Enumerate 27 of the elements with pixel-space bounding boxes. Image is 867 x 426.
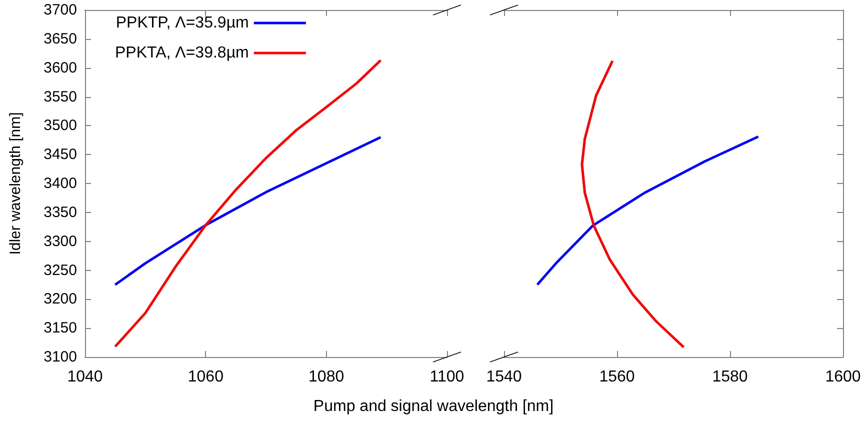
line-series: [114, 59, 382, 348]
x-axis-title: Pump and signal wavelength [nm]: [312, 398, 555, 416]
line-series: [114, 136, 382, 286]
y-tick-label: 3150: [44, 320, 77, 337]
y-tick-label: 3200: [44, 290, 77, 308]
y-tick-label: 3100: [44, 348, 77, 366]
legend-label: PPKTP, Λ=35.9µm: [116, 14, 249, 32]
y-tick-label: 3700: [44, 2, 77, 18]
x-tick-label: 1040: [67, 368, 103, 386]
y-tick-label: 3300: [44, 232, 77, 250]
x-tick-label: 1540: [486, 368, 522, 386]
y-axis-title: Idler wavelength [nm]: [7, 112, 24, 255]
y-tick-label: 3450: [44, 146, 77, 164]
y-tick-label: 3350: [44, 204, 77, 221]
x-tick-label: 1080: [308, 368, 344, 386]
y-tick-label: 3650: [44, 30, 77, 48]
x-tick-label: 1600: [825, 368, 861, 386]
x-tick-label: 1560: [599, 368, 635, 386]
x-tick-label: 1100: [430, 368, 464, 386]
y-tick-label: 3600: [44, 59, 77, 76]
y-tick-label: 3500: [44, 117, 77, 134]
y-tick-label: 3550: [44, 88, 77, 106]
x-tick-label: 1060: [188, 368, 224, 386]
x-tick-label: 1580: [712, 368, 748, 386]
y-tick-label: 3400: [44, 175, 77, 192]
y-tick-label: 3250: [44, 262, 77, 279]
legend-label: PPKTA, Λ=39.8µm: [114, 44, 249, 62]
